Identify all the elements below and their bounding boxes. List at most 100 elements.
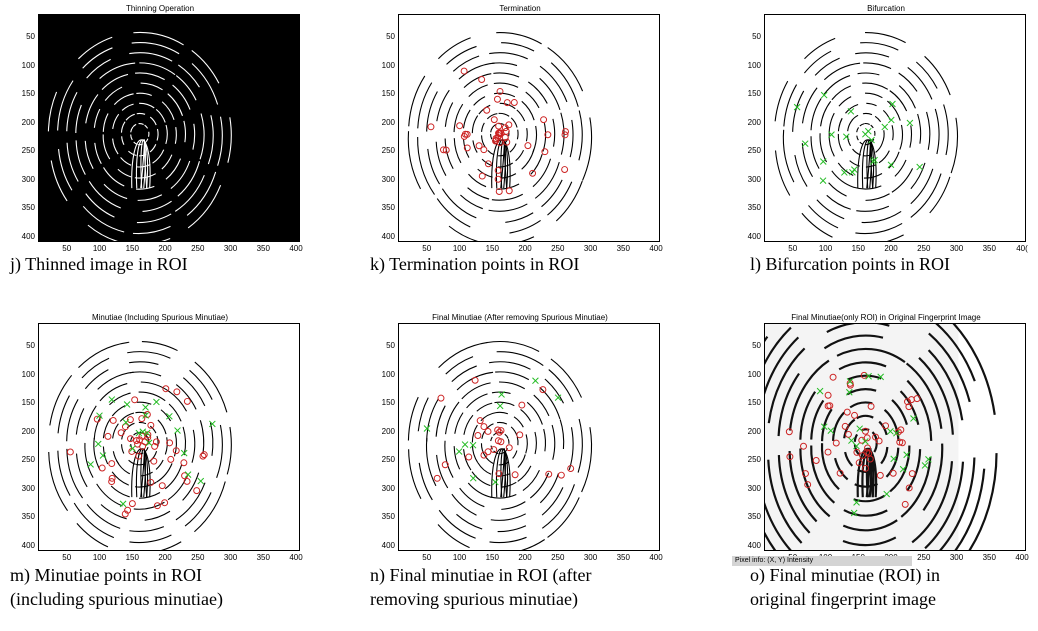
caption-line: o) Final minutiae (ROI) in [750, 565, 940, 585]
ridge-line [182, 472, 200, 501]
termination-marker [136, 436, 144, 444]
ridge-line [917, 113, 922, 144]
ridge-line [117, 168, 132, 178]
ridge-line [94, 142, 102, 165]
ridge-line [856, 414, 874, 420]
y-tick-label: 250 [747, 455, 761, 464]
ridge-line [512, 450, 518, 459]
ridge-line [121, 444, 125, 454]
figure-panel-j: Thinning Operation 50 100 150 200 250 300 350 40… [10, 4, 310, 254]
termination-marker [427, 123, 435, 131]
ridge-line [140, 139, 148, 189]
ridge-line [129, 361, 159, 365]
termination-marker [441, 461, 449, 469]
x-tick-label: 400 [649, 244, 663, 253]
termination-marker [539, 386, 547, 394]
termination-marker [121, 423, 129, 431]
ridge-line [851, 114, 859, 121]
ridge-line [828, 182, 847, 197]
ridge-line [48, 451, 69, 512]
ridge-line [136, 92, 152, 97]
ridge-line [547, 181, 573, 216]
ridge-line [496, 32, 542, 45]
termination-marker [494, 426, 502, 434]
ridge-line [495, 139, 509, 189]
termination-marker [193, 487, 201, 495]
x-tick-label: 50 [422, 244, 432, 253]
termination-marker [905, 484, 913, 492]
y-tick-label: 300 [747, 174, 761, 184]
termination-marker [544, 131, 552, 139]
ridge-line [774, 150, 791, 196]
ridge-line [84, 140, 94, 170]
ridge-line [826, 324, 890, 333]
fingerprint-image [765, 324, 998, 550]
termination-marker [471, 376, 479, 384]
y-tick-label: 100 [381, 60, 395, 70]
ridge-line [808, 205, 839, 229]
ridge-line [874, 115, 882, 123]
ridge-line [788, 450, 818, 523]
ridge-line [922, 443, 944, 511]
ridge-line [466, 393, 488, 409]
termination-marker [456, 122, 464, 130]
ridge-line [149, 116, 157, 126]
termination-marker [505, 187, 513, 195]
y-tick-label: 150 [747, 89, 761, 98]
ridge-line [493, 450, 499, 455]
ridge-line [130, 126, 134, 133]
ridge-line [814, 57, 840, 76]
bifurcation-marker [887, 161, 895, 169]
ridge-line [516, 109, 526, 122]
ridge-line [467, 187, 490, 200]
ridge-line [842, 519, 898, 532]
caption-line: n) Final minutiae in ROI (after [370, 565, 592, 585]
bifurcation-marker [853, 499, 860, 506]
ridge-line [111, 405, 126, 417]
termination-marker [785, 428, 793, 436]
termination-marker [495, 428, 503, 436]
x-tick-label: 200 [158, 244, 172, 253]
ridge-line [156, 128, 159, 141]
ridge-line [445, 356, 474, 375]
termination-marker [510, 99, 518, 106]
ridge-line [891, 399, 908, 426]
ridge-line [820, 408, 833, 442]
ridge-line [87, 224, 119, 241]
y-tick-label: 200 [747, 426, 761, 436]
y-tick-label: 300 [21, 174, 35, 184]
bifurcation-marker [108, 396, 116, 403]
ridge-line [458, 62, 495, 80]
ridge-line [525, 128, 528, 142]
ridge-line [199, 420, 205, 455]
ridge-line [82, 205, 125, 233]
figure-panel-o: Final Minutiae(only ROI) in Original Fin… [736, 313, 1036, 563]
ridge-line [924, 461, 965, 550]
y-tick-label: 350 [21, 203, 35, 212]
ridge-line [551, 424, 556, 460]
ridge-line [513, 416, 524, 428]
ridge-line [881, 130, 885, 144]
ridge-line [924, 55, 951, 96]
ridge-line [493, 82, 519, 88]
termination-marker [502, 127, 510, 135]
termination-marker [876, 471, 884, 479]
ridge-line [99, 62, 136, 79]
y-tick-label: 300 [21, 483, 35, 493]
bifurcation-marker [139, 428, 147, 436]
ridge-line [883, 409, 900, 441]
bifurcation-marker [865, 372, 872, 380]
termination-marker [465, 453, 473, 461]
ridge-line [136, 163, 151, 168]
ridge-line [226, 426, 232, 475]
termination-marker [494, 437, 502, 445]
termination-marker [180, 459, 188, 467]
ridge-line [417, 82, 433, 129]
ridge-line [121, 103, 134, 111]
termination-marker [474, 432, 482, 439]
ridge-line [826, 194, 851, 210]
ridge-line [189, 369, 213, 400]
bifurcation-marker [842, 133, 850, 141]
termination-marker [478, 76, 486, 83]
ridge-line [500, 481, 517, 488]
